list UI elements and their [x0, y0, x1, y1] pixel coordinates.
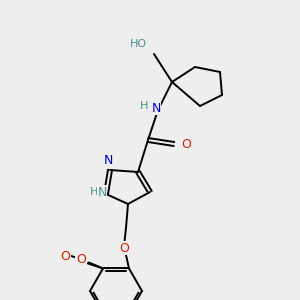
Text: H: H	[90, 187, 98, 197]
Text: N: N	[151, 101, 161, 115]
Text: H: H	[140, 101, 148, 111]
Text: O: O	[181, 137, 191, 151]
Text: O: O	[119, 242, 129, 254]
Text: O: O	[60, 250, 70, 263]
Text: O: O	[76, 253, 86, 266]
Text: N: N	[97, 185, 107, 199]
Text: N: N	[103, 154, 113, 166]
Text: HO: HO	[129, 39, 147, 49]
